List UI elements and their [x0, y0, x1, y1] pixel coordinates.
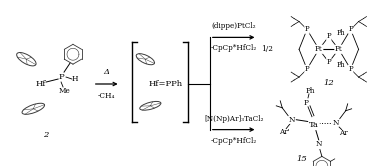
- Text: -CH₄: -CH₄: [98, 92, 115, 100]
- Text: Ph: Ph: [336, 61, 345, 69]
- Text: Pt: Pt: [315, 45, 323, 53]
- Text: P: P: [304, 99, 308, 107]
- Text: -CpCp*HfCl₂: -CpCp*HfCl₂: [211, 137, 257, 145]
- Text: P: P: [327, 58, 331, 66]
- Text: P: P: [327, 32, 331, 40]
- Text: 12: 12: [324, 79, 334, 87]
- Text: 15: 15: [297, 155, 307, 163]
- Text: Me: Me: [58, 87, 70, 95]
- Text: Ph: Ph: [305, 87, 315, 95]
- Text: N: N: [316, 140, 322, 148]
- Text: P: P: [305, 25, 309, 33]
- Text: H: H: [72, 75, 78, 83]
- Text: Hf=PPh: Hf=PPh: [148, 80, 182, 88]
- Text: N: N: [333, 119, 339, 127]
- Text: P: P: [349, 65, 353, 73]
- Text: Δ: Δ: [104, 68, 110, 76]
- Text: N: N: [289, 116, 295, 124]
- Text: Pt: Pt: [335, 45, 342, 53]
- Text: Ta: Ta: [309, 121, 319, 129]
- Text: P: P: [349, 25, 353, 33]
- Text: 2: 2: [43, 131, 49, 139]
- Text: (dippe)PtCl₂: (dippe)PtCl₂: [211, 22, 256, 30]
- Text: Ph: Ph: [336, 29, 345, 37]
- Text: P: P: [58, 73, 64, 81]
- Text: -CpCp*HfCl₂: -CpCp*HfCl₂: [211, 44, 257, 52]
- Text: 1/2: 1/2: [262, 45, 273, 53]
- Text: Ar': Ar': [279, 128, 290, 136]
- Text: [N(Np)Ar]₃TaCl₂: [N(Np)Ar]₃TaCl₂: [204, 115, 263, 123]
- Text: P: P: [305, 65, 309, 73]
- Text: Ar: Ar: [339, 129, 348, 137]
- Text: Hf: Hf: [36, 80, 46, 88]
